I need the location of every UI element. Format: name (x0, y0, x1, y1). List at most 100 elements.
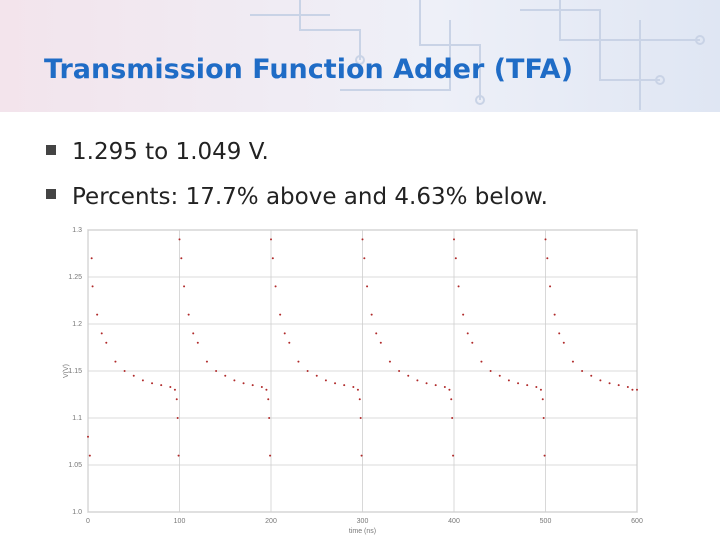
data-point (180, 257, 183, 260)
data-point (178, 238, 181, 241)
data-point (123, 370, 126, 372)
data-point (169, 385, 172, 388)
data-point (251, 384, 254, 387)
data-point (466, 332, 469, 335)
data-point (334, 382, 337, 385)
data-point (215, 370, 218, 372)
data-point (183, 285, 186, 288)
data-point (224, 374, 227, 377)
data-point (517, 382, 520, 385)
data-point (544, 238, 547, 241)
data-point (617, 384, 620, 387)
bullet-text: Percents: 17.7% above and 4.63% below. (72, 184, 548, 210)
data-point (88, 454, 91, 457)
data-point (177, 454, 180, 457)
data-point (448, 388, 451, 391)
bullet-marker (46, 189, 56, 199)
y-tick-label: 1.1 (72, 415, 82, 422)
x-tick-label: 300 (357, 518, 369, 525)
chart: 1.0 1.05 1.1 1.15 1.2 1.25 1.3 0 100 200 300 400 500… (63, 227, 643, 535)
circuit-pattern (250, 0, 705, 110)
bullet-text: 1.295 to 1.049 V. (72, 139, 269, 165)
data-point (359, 417, 362, 419)
data-point (361, 238, 364, 241)
data-point (434, 384, 437, 387)
data-point (274, 285, 277, 288)
data-point (453, 238, 455, 241)
data-point (233, 379, 236, 382)
y-axis-label: V(V) (63, 364, 70, 378)
data-point (105, 341, 108, 344)
bullet-marker (46, 145, 56, 155)
x-tick-label: 600 (631, 518, 643, 525)
data-point (271, 257, 274, 260)
data-point (471, 341, 474, 344)
data-point (462, 313, 465, 316)
data-point (526, 384, 529, 387)
data-point (297, 360, 300, 363)
data-point (366, 285, 369, 288)
data-point (173, 388, 176, 391)
data-point (543, 454, 546, 457)
data-point (267, 398, 270, 401)
data-point (452, 454, 455, 457)
data-point (388, 360, 391, 363)
data-point (356, 388, 359, 391)
data-point (269, 454, 272, 457)
data-point (87, 435, 89, 438)
data-point (489, 370, 492, 372)
data-point (454, 257, 457, 260)
data-point (187, 313, 190, 316)
data-point (288, 341, 291, 344)
data-point (358, 398, 361, 401)
data-point (546, 257, 549, 260)
data-point (265, 388, 268, 391)
data-point (450, 398, 453, 401)
x-axis-label: time (ns) (349, 528, 376, 535)
data-point (270, 238, 272, 241)
data-point (416, 379, 419, 382)
data-point (542, 417, 545, 419)
data-point (581, 370, 584, 372)
data-point (360, 454, 363, 457)
data-point (636, 388, 638, 391)
data-point (324, 379, 327, 382)
data-point (549, 285, 552, 288)
data-point (457, 285, 460, 288)
data-point (608, 382, 611, 385)
y-tick-label: 1.3 (72, 227, 82, 234)
data-point (507, 379, 510, 382)
data-point (96, 313, 99, 316)
data-point (599, 379, 602, 382)
x-tick-label: 200 (265, 518, 277, 525)
data-point (425, 382, 428, 385)
data-point (590, 374, 593, 377)
data-point (558, 332, 561, 335)
data-point (398, 370, 401, 372)
y-tick-label: 1.05 (68, 462, 82, 469)
data-point (480, 360, 483, 363)
data-point (352, 385, 355, 388)
data-point (571, 360, 574, 363)
data-point (306, 370, 309, 372)
data-point (407, 374, 410, 377)
data-point (535, 385, 538, 388)
data-point (279, 313, 282, 316)
data-point (498, 374, 501, 377)
y-tick-label: 1.0 (72, 509, 82, 516)
data-point (379, 341, 382, 344)
data-point (553, 313, 556, 316)
data-point (90, 257, 93, 260)
y-tick-label: 1.15 (68, 368, 82, 375)
data-point (363, 257, 366, 260)
slide-title: Transmission Function Adder (TFA) (44, 54, 573, 85)
x-tick-label: 500 (540, 518, 552, 525)
data-point (626, 385, 629, 388)
data-point (260, 385, 263, 388)
y-tick-label: 1.2 (72, 321, 82, 328)
data-point (562, 341, 565, 344)
data-point (451, 417, 454, 419)
data-point (539, 388, 542, 391)
data-point (343, 384, 346, 387)
